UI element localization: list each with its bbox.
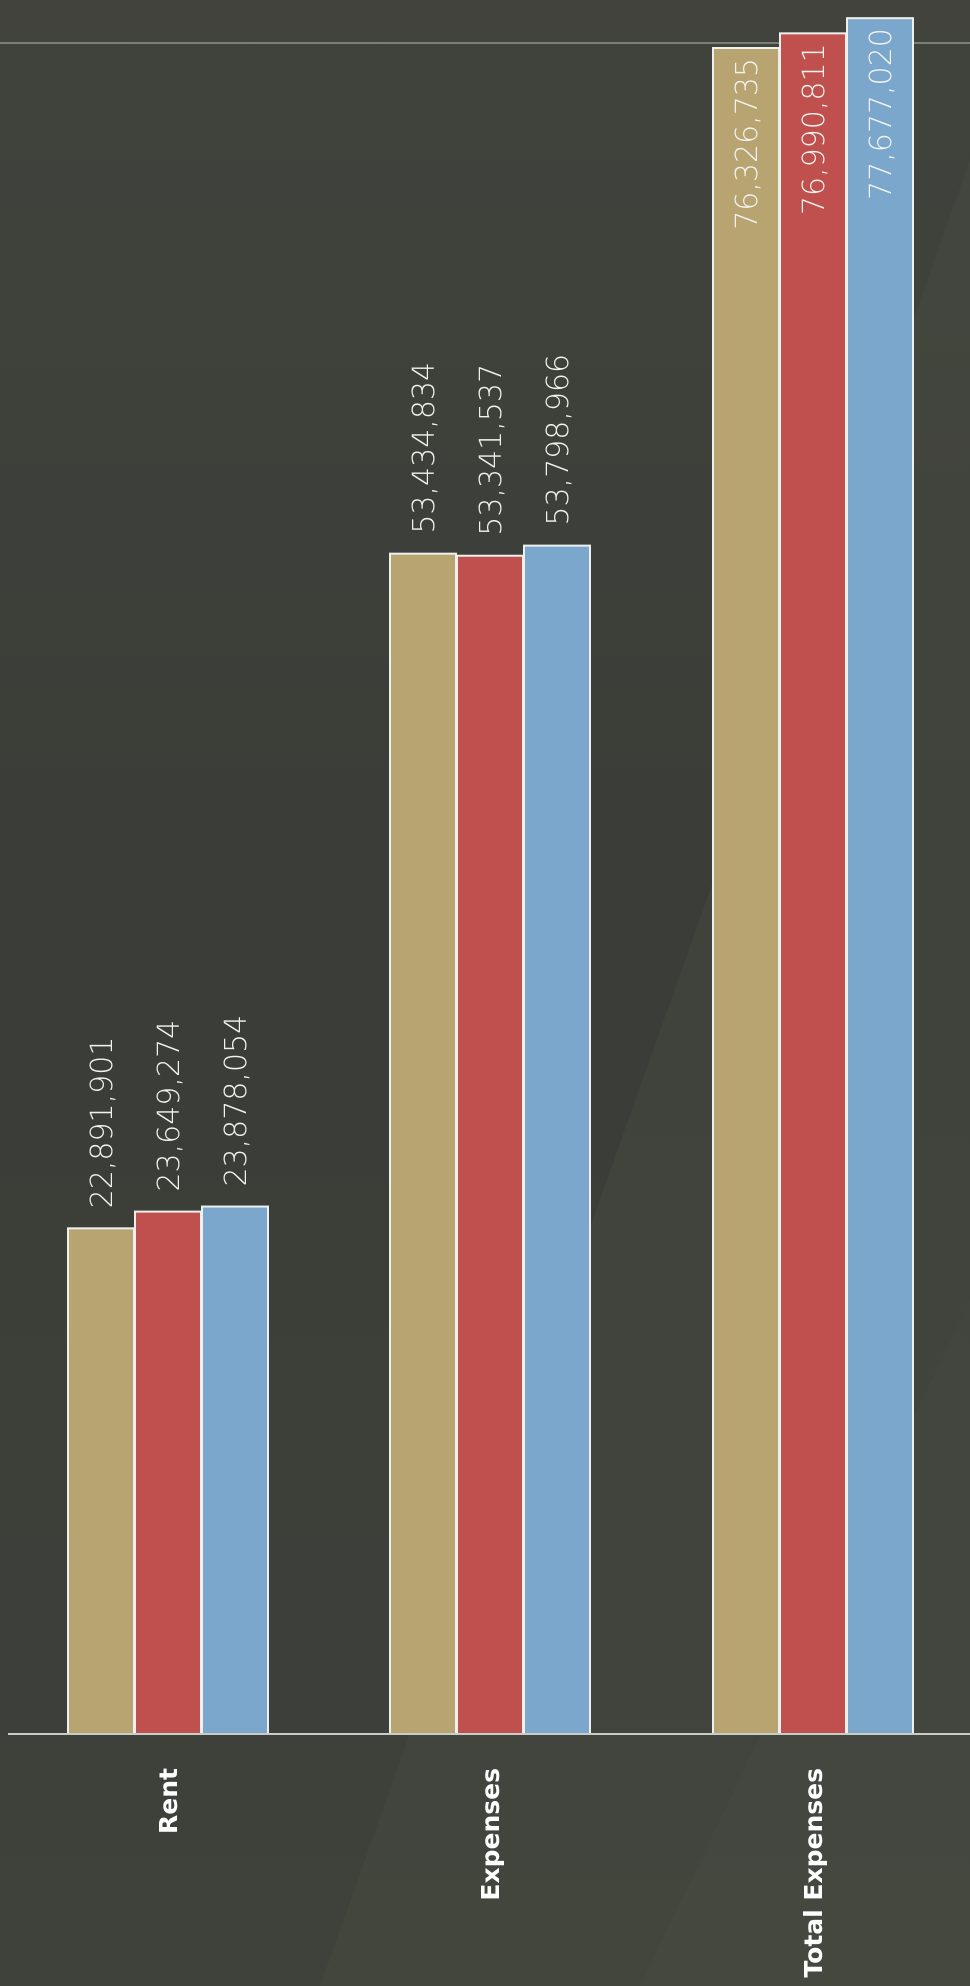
data-labels-group: 22,891,901 23,649,274 23,878,054 53,434,834… xyxy=(85,28,899,1208)
data-label: 53,434,834 xyxy=(407,362,442,534)
data-label: 76,326,735 xyxy=(730,58,765,230)
bar-total-expenses-series-1 xyxy=(712,47,780,1736)
category-label: Expenses xyxy=(476,1768,505,1901)
data-label: 76,990,811 xyxy=(797,43,832,215)
bar-total-expenses-series-3 xyxy=(846,17,914,1735)
data-label: 23,649,274 xyxy=(152,1020,187,1192)
data-label: 53,341,537 xyxy=(474,364,509,536)
data-label: 22,891,901 xyxy=(85,1037,120,1209)
bar-rent-series-1 xyxy=(67,1227,135,1736)
data-label: 77,677,020 xyxy=(864,28,899,200)
bar-expenses-series-1 xyxy=(389,552,457,1735)
bar-total-expenses-series-2 xyxy=(779,32,847,1735)
bar-rent-series-3 xyxy=(201,1205,269,1735)
data-label: 53,798,966 xyxy=(541,354,576,526)
bar-expenses-series-3 xyxy=(523,544,591,1735)
category-label: Total Expenses xyxy=(799,1768,828,1978)
data-label: 23,878,054 xyxy=(219,1015,254,1187)
category-labels-group: Rent Expenses Total Expenses xyxy=(154,1768,828,1978)
bars-group xyxy=(67,17,914,1736)
bar-rent-series-2 xyxy=(134,1210,202,1736)
bar-expenses-series-2 xyxy=(456,554,524,1735)
category-label: Rent xyxy=(154,1768,183,1834)
